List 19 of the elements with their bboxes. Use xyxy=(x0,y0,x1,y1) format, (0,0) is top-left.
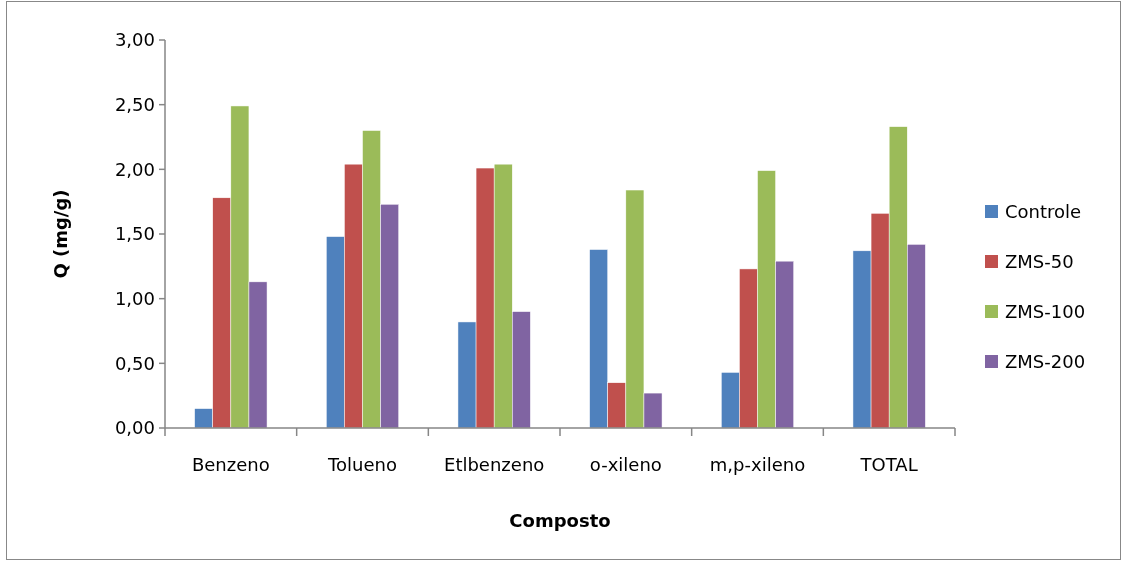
y-tick-label: 2,00 xyxy=(114,158,155,180)
y-tick-label: 1,00 xyxy=(114,287,155,309)
x-tick-label: Tolueno xyxy=(327,454,397,475)
legend-label: ZMS-50 xyxy=(1005,251,1074,273)
x-tick-label: o-xileno xyxy=(589,454,662,475)
y-tick-label: 2,50 xyxy=(114,93,155,115)
legend-label: Controle xyxy=(1005,201,1082,223)
legend-label: ZMS-200 xyxy=(1005,351,1086,373)
y-tick-label: 0,50 xyxy=(114,352,155,374)
y-tick-label: 3,00 xyxy=(114,29,155,51)
x-axis-title: Composto xyxy=(509,510,611,531)
x-tick-label: Etlbenzeno xyxy=(444,454,545,475)
y-tick-label: 0,00 xyxy=(114,417,155,439)
legend-label: ZMS-100 xyxy=(1005,301,1086,323)
y-axis-title: Q (mg/g) xyxy=(50,189,71,279)
x-tick-label: m,p-xileno xyxy=(709,454,806,475)
x-tick-label: Benzeno xyxy=(191,454,270,475)
y-tick-label: 1,50 xyxy=(114,223,155,245)
x-tick-label: TOTAL xyxy=(859,454,918,475)
